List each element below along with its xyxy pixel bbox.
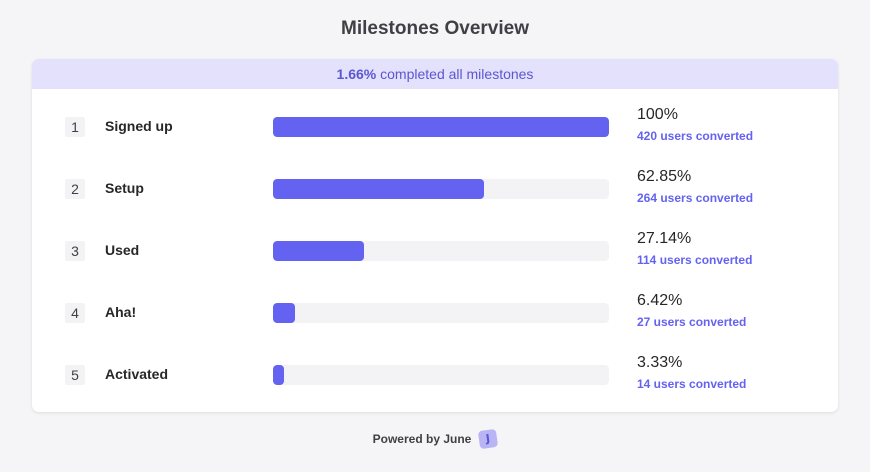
- milestone-percent: 27.14%: [637, 230, 692, 247]
- progress-track: [273, 179, 609, 199]
- milestone-percent: 100%: [637, 106, 678, 123]
- milestone-index: 2: [65, 179, 85, 199]
- progress-track: [273, 365, 609, 385]
- milestones-card: 1.66% completed all milestones 1 Signed …: [32, 59, 838, 412]
- milestone-converted: 420 users converted: [637, 129, 754, 143]
- milestone-converted: 27 users converted: [637, 315, 747, 329]
- milestone-converted: 264 users converted: [637, 191, 754, 205]
- milestone-row-4: 4 Aha! 6.42% 27 users converted: [32, 291, 838, 335]
- milestone-row-1: 1 Signed up 100% 420 users converted: [32, 105, 838, 149]
- milestone-row-5: 5 Activated 3.33% 14 users converted: [32, 353, 838, 397]
- summary-text: completed all milestones: [380, 66, 534, 82]
- summary-banner: 1.66% completed all milestones: [32, 59, 838, 89]
- milestone-percent: 6.42%: [637, 292, 683, 309]
- milestone-name: Used: [105, 242, 140, 258]
- milestone-percent: 3.33%: [637, 354, 683, 371]
- milestone-index: 5: [65, 365, 85, 385]
- milestone-name: Aha!: [105, 304, 137, 320]
- milestone-name: Signed up: [105, 118, 173, 134]
- milestone-name: Setup: [105, 180, 144, 196]
- progress-fill: [273, 179, 485, 199]
- progress-track: [273, 117, 609, 137]
- progress-fill: [273, 241, 365, 261]
- milestone-converted: 14 users converted: [637, 377, 747, 391]
- summary-percent: 1.66%: [336, 66, 377, 82]
- progress-fill: [273, 303, 295, 323]
- milestone-index: 1: [65, 117, 85, 137]
- milestone-index: 3: [65, 241, 85, 261]
- milestone-row-3: 3 Used 27.14% 114 users converted: [32, 229, 838, 273]
- milestone-percent: 62.85%: [637, 168, 692, 185]
- page-title: Milestones Overview: [341, 18, 529, 39]
- june-logo-icon[interactable]: [478, 428, 499, 450]
- progress-track: [273, 241, 609, 261]
- progress-fill: [273, 365, 285, 385]
- progress-fill: [273, 117, 609, 137]
- milestone-index: 4: [65, 303, 85, 323]
- progress-track: [273, 303, 609, 323]
- powered-by-text[interactable]: Powered by June: [372, 432, 472, 446]
- powered-by-footer[interactable]: Powered by June: [0, 428, 870, 450]
- milestone-name: Activated: [105, 366, 169, 382]
- milestone-converted: 114 users converted: [637, 253, 753, 267]
- milestone-row-2: 2 Setup 62.85% 264 users converted: [32, 167, 838, 211]
